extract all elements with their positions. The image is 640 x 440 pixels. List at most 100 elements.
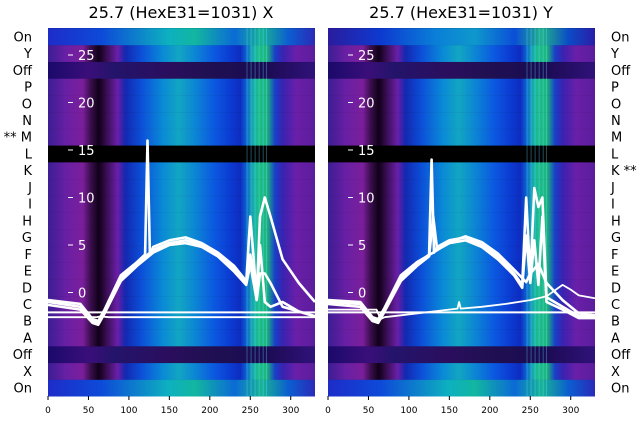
chart-title-y: 25.7 (HexE31=1031) Y — [369, 3, 553, 22]
heatmap-row — [328, 329, 595, 347]
heatmap-row — [328, 262, 595, 280]
chart-panel-x: 25.7 (HexE31=1031) X On X Off ABCDEFGHIJKL*… — [4, 3, 316, 416]
heatmap-row — [328, 245, 595, 263]
row-label: X — [611, 365, 620, 380]
row-label: O — [22, 97, 32, 112]
y-tick-label: 25 — [358, 49, 375, 64]
row-label: D — [611, 281, 621, 296]
heatmap-row — [48, 28, 315, 46]
heatmap-row — [328, 28, 595, 46]
heatmap-row — [48, 262, 315, 280]
heatmap-row — [48, 362, 315, 380]
y-tick-label: 20 — [358, 97, 375, 112]
x-tick-label: 100 — [120, 406, 137, 416]
series-line — [48, 315, 315, 319]
heatmap-row — [48, 329, 315, 347]
x-tick-label: 100 — [400, 406, 417, 416]
row-label: A — [23, 331, 32, 346]
row-label: N — [611, 114, 621, 129]
series-line — [327, 215, 595, 325]
series-line — [328, 284, 596, 320]
y-axis-ticks-y: 0 5 10 15 20 25 — [348, 49, 375, 302]
row-label: E — [611, 265, 619, 280]
x-tick-label: 50 — [83, 406, 95, 416]
row-label: B — [611, 315, 620, 330]
heatmap-row — [48, 295, 315, 313]
heatmap-image-y — [328, 28, 595, 397]
row-label: K ** — [611, 164, 637, 179]
row-label: E — [24, 265, 32, 280]
heatmap-row — [48, 111, 315, 129]
row-label: P — [611, 81, 619, 96]
row-label: On — [611, 382, 629, 397]
heatmap-row — [48, 145, 315, 163]
heatmap-row-edge — [328, 28, 595, 29]
y-tick-label: 10 — [78, 192, 95, 207]
x-tick-label: 200 — [201, 406, 218, 416]
row-label: F — [25, 248, 32, 263]
heatmap-row-edge — [48, 28, 315, 29]
heatmap-row — [328, 111, 595, 129]
row-label: Y — [23, 47, 32, 62]
y-tick-label: 5 — [358, 239, 366, 254]
row-label: F — [611, 248, 618, 263]
y-tick-label: 25 — [78, 49, 95, 64]
row-label: On — [611, 30, 629, 45]
heatmap-row — [328, 362, 595, 380]
row-label: C — [23, 298, 32, 313]
row-label: C — [611, 298, 620, 313]
x-tick-label: 50 — [363, 406, 375, 416]
series-overlay-x — [47, 139, 316, 327]
heatmap-row — [328, 212, 595, 230]
row-label: M — [611, 131, 622, 146]
heatmap-row — [328, 161, 595, 180]
row-label: Off — [13, 64, 33, 79]
row-label: K — [23, 164, 32, 179]
heatmap-row — [328, 195, 595, 213]
x-tick-label: 300 — [282, 406, 299, 416]
x-tick-label: 0 — [45, 406, 51, 416]
row-label: J — [610, 181, 615, 196]
y-tick-label: 15 — [78, 144, 95, 159]
series-line — [47, 241, 316, 327]
heatmap-row — [48, 195, 315, 213]
y-tick-label: 5 — [78, 239, 86, 254]
x-tick-label: 250 — [522, 406, 539, 416]
heatmap-row — [48, 61, 315, 79]
x-axis-ticks-x: 0 50 100 150 200 250 300 — [45, 396, 300, 416]
heatmap-row — [328, 78, 595, 96]
heatmap-row — [48, 161, 315, 180]
row-label: B — [23, 315, 32, 330]
x-tick-label: 300 — [562, 406, 579, 416]
heatmap-row — [328, 178, 595, 196]
y-axis-ticks-x: 0 5 10 15 20 25 — [68, 49, 95, 302]
row-label: I — [28, 198, 32, 213]
row-label: I — [611, 198, 615, 213]
heatmap-row — [328, 145, 595, 163]
row-label: J — [27, 181, 32, 196]
row-label: L — [611, 147, 619, 162]
heatmap-row — [328, 61, 595, 79]
row-label: Off — [13, 348, 33, 363]
series-overlay-y — [327, 158, 596, 325]
heatmap-row — [48, 78, 315, 96]
heatmap-row — [48, 345, 315, 364]
heatmap-row — [328, 345, 595, 364]
x-tick-label: 0 — [325, 406, 331, 416]
row-label: G — [22, 231, 32, 246]
row-label: X — [23, 365, 32, 380]
heatmap-row — [328, 44, 595, 62]
x-axis-ticks-y: 0 50 100 150 200 250 300 — [325, 396, 580, 416]
y-tick-label: 0 — [78, 287, 86, 302]
row-label: Y — [610, 47, 619, 62]
y-tick-label: 15 — [358, 144, 375, 159]
heatmap-row — [48, 379, 315, 397]
heatmap-row — [48, 128, 315, 146]
series-line — [47, 139, 316, 323]
y-tick-label: 0 — [358, 287, 366, 302]
x-tick-label: 150 — [161, 406, 178, 416]
